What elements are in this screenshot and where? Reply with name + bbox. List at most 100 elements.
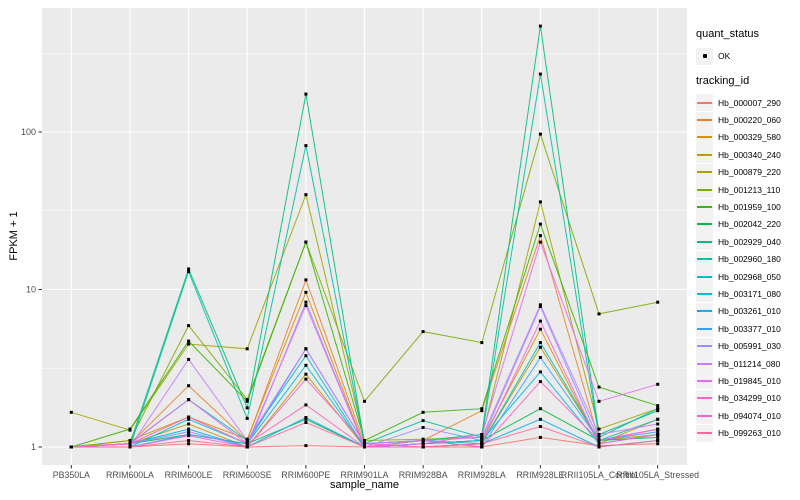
legend-item: Hb_034299_010 bbox=[696, 389, 800, 407]
legend-item-label: Hb_002929_040 bbox=[718, 236, 781, 247]
series-color-line-icon bbox=[697, 119, 712, 122]
data-point bbox=[656, 409, 660, 413]
x-tick-label: RRIM901LA bbox=[341, 470, 389, 480]
data-point bbox=[538, 435, 542, 439]
series-color-line-icon bbox=[697, 223, 712, 226]
legend-item-label: Hb_094074_010 bbox=[718, 410, 781, 421]
x-tick-label: RRII105LA_Control bbox=[561, 470, 637, 480]
data-point bbox=[304, 377, 308, 381]
legend-item: Hb_002042_220 bbox=[696, 215, 800, 233]
legend-item-label: Hb_000007_290 bbox=[718, 97, 781, 108]
data-point bbox=[304, 416, 308, 419]
data-point bbox=[187, 417, 191, 421]
data-point bbox=[69, 410, 73, 414]
data-point bbox=[128, 427, 132, 431]
data-point bbox=[187, 267, 191, 271]
data-point bbox=[597, 445, 601, 449]
series-color-line-icon bbox=[697, 362, 712, 365]
legend-item-label: Hb_002042_220 bbox=[718, 219, 781, 230]
data-point bbox=[245, 445, 249, 449]
data-point bbox=[304, 144, 308, 148]
legend-series-list: Hb_000007_290 Hb_000220_060 Hb_000329_580 H… bbox=[694, 94, 800, 442]
legend-item: Hb_001213_110 bbox=[696, 181, 800, 199]
data-point bbox=[656, 433, 660, 436]
data-point bbox=[187, 434, 191, 438]
legend-item-label: Hb_003377_010 bbox=[718, 323, 781, 334]
legend-key-box bbox=[696, 128, 713, 146]
data-point bbox=[304, 300, 308, 304]
legend-item: Hb_003171_080 bbox=[696, 285, 800, 303]
data-point bbox=[245, 398, 249, 402]
legend-item-label: Hb_001959_100 bbox=[718, 202, 781, 213]
legend-key-box bbox=[696, 163, 713, 181]
data-point bbox=[480, 445, 484, 449]
data-point bbox=[597, 435, 601, 439]
data-point bbox=[187, 422, 191, 426]
legend-item: Hb_000329_580 bbox=[696, 128, 800, 146]
legend-key-box bbox=[696, 198, 713, 216]
data-point bbox=[597, 433, 601, 436]
legend-item: Hb_003261_010 bbox=[696, 302, 800, 320]
legend-item: Hb_099263_010 bbox=[696, 424, 800, 442]
x-tick-label: RRII105LA_Stressed bbox=[616, 470, 699, 480]
y-tick-label: 100 bbox=[21, 127, 36, 137]
data-point bbox=[421, 442, 425, 446]
data-point bbox=[245, 399, 249, 403]
legend-key-box bbox=[696, 302, 713, 320]
data-point bbox=[187, 270, 191, 274]
series-color-line-icon bbox=[697, 188, 712, 191]
legend-item: Hb_000340_240 bbox=[696, 146, 800, 164]
data-point bbox=[480, 435, 484, 439]
data-point bbox=[538, 380, 542, 384]
x-tick-label: RRIM928LA bbox=[458, 470, 506, 480]
data-point bbox=[656, 435, 660, 439]
data-point bbox=[597, 427, 601, 431]
data-point bbox=[656, 300, 660, 304]
y-axis-title: FPKM + 1 bbox=[8, 211, 20, 261]
data-point bbox=[597, 385, 601, 389]
data-point bbox=[363, 442, 366, 446]
data-point bbox=[421, 439, 425, 442]
data-point bbox=[304, 354, 308, 358]
series-color-line-icon bbox=[697, 101, 712, 104]
data-point bbox=[187, 427, 191, 431]
data-point bbox=[538, 327, 542, 331]
data-point bbox=[245, 347, 249, 351]
legend-title-quant-status: quant_status bbox=[696, 28, 759, 40]
data-point bbox=[187, 439, 191, 442]
data-point bbox=[421, 445, 425, 449]
data-point bbox=[187, 384, 191, 388]
data-point bbox=[538, 200, 542, 204]
data-point bbox=[363, 445, 366, 449]
legend-item: Hb_001959_100 bbox=[696, 198, 800, 216]
legend-item-label: Hb_000340_240 bbox=[718, 149, 781, 160]
data-point bbox=[304, 372, 308, 376]
series-color-line-icon bbox=[697, 327, 712, 330]
legend-key-box bbox=[696, 94, 713, 112]
data-point bbox=[538, 319, 542, 323]
data-point bbox=[656, 427, 660, 431]
data-point bbox=[245, 416, 249, 420]
data-point bbox=[421, 410, 425, 414]
legend-item-label: Hb_005991_030 bbox=[718, 341, 781, 352]
data-point bbox=[538, 417, 542, 421]
x-tick-label: RRIM600PE bbox=[281, 470, 330, 480]
data-point bbox=[304, 240, 308, 244]
data-point bbox=[363, 399, 366, 403]
legend-item-label: Hb_000220_060 bbox=[718, 115, 781, 126]
x-tick-label: RRIM600LA bbox=[106, 470, 154, 480]
data-point bbox=[656, 439, 660, 442]
data-point bbox=[538, 305, 542, 308]
series-color-line-icon bbox=[697, 275, 712, 278]
series-color-line-icon bbox=[697, 345, 712, 348]
legend-item-label: Hb_003171_080 bbox=[718, 288, 781, 299]
point-marker-icon bbox=[702, 54, 707, 58]
data-point bbox=[187, 357, 191, 361]
data-point bbox=[187, 415, 191, 419]
x-tick-label: RRIM928BA bbox=[399, 470, 448, 480]
data-point bbox=[538, 370, 542, 374]
series-color-line-icon bbox=[697, 310, 712, 313]
legend-key-box bbox=[696, 389, 713, 407]
data-point bbox=[538, 425, 542, 428]
x-tick-label: RRIM600LE bbox=[165, 470, 213, 480]
